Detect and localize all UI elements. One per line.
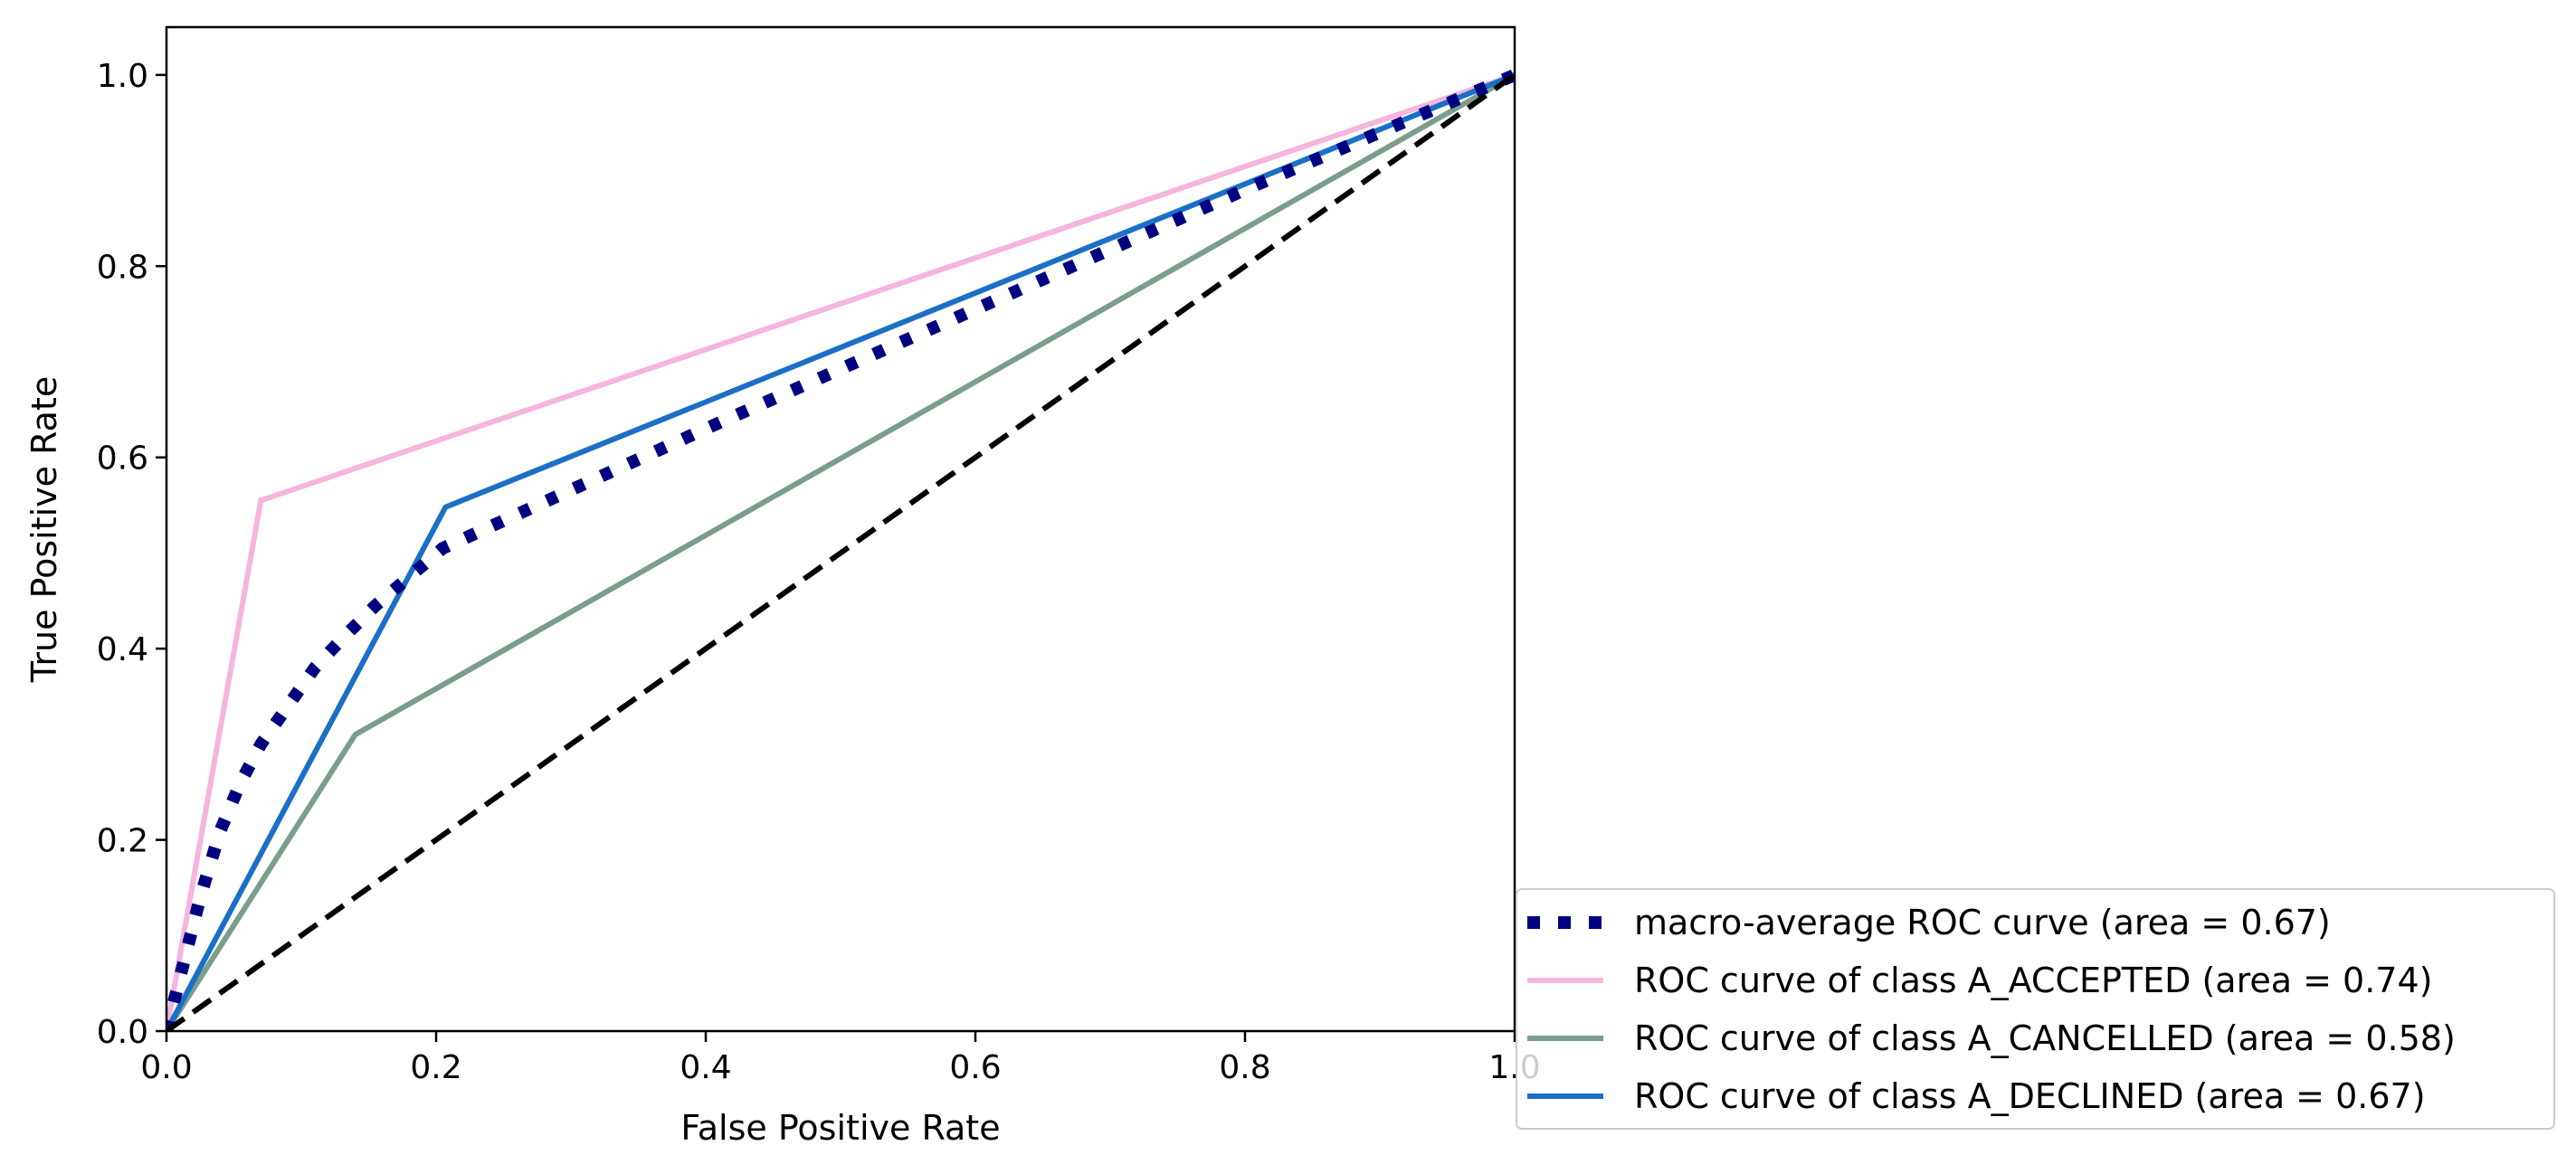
series-line-2: [166, 72, 1515, 1031]
series-layer: [166, 69, 1515, 1031]
plot-area: [166, 69, 1515, 1031]
legend-entry-label: ROC curve of class A_ACCEPTED (area = 0.…: [1634, 961, 2432, 1000]
y-axis-label: True Positive Rate: [24, 376, 64, 684]
x-axis: 0.0 0.2 0.4 0.6 0.8 1.0: [140, 1031, 1541, 1086]
x-tick-label: 0.6: [949, 1049, 1001, 1086]
legend-entry-label: ROC curve of class A_DECLINED (area = 0.…: [1634, 1076, 2426, 1116]
series-line-1: [166, 72, 1515, 1031]
y-tick-label: 0.2: [97, 823, 148, 860]
x-axis-label: False Positive Rate: [680, 1108, 1000, 1148]
plot-frame: [165, 25, 1516, 1033]
legend-entry-label: macro-average ROC curve (area = 0.67): [1634, 903, 2331, 942]
x-tick-label: 0.2: [410, 1049, 461, 1086]
y-tick-label: 0.0: [97, 1014, 148, 1051]
y-tick-label: 0.8: [97, 249, 148, 286]
y-tick-label: 0.4: [97, 631, 148, 668]
chance-diagonal-line: [166, 72, 1515, 1031]
series-line-3: [166, 72, 1515, 1031]
legend-box: [1516, 888, 2555, 1130]
y-tick-label: 0.6: [97, 440, 148, 478]
y-tick-label: 1.0: [97, 58, 148, 95]
x-tick-label: 0.4: [680, 1049, 731, 1086]
x-tick-label: 0.0: [140, 1049, 192, 1086]
legend: macro-average ROC curve (area = 0.67) ROC…: [1516, 888, 2555, 1130]
legend-entry-label: ROC curve of class A_CANCELLED (area = 0…: [1634, 1018, 2456, 1058]
y-axis: 0.0 0.2 0.4 0.6 0.8 1.0: [97, 58, 166, 1051]
x-tick-label: 0.8: [1219, 1049, 1270, 1086]
